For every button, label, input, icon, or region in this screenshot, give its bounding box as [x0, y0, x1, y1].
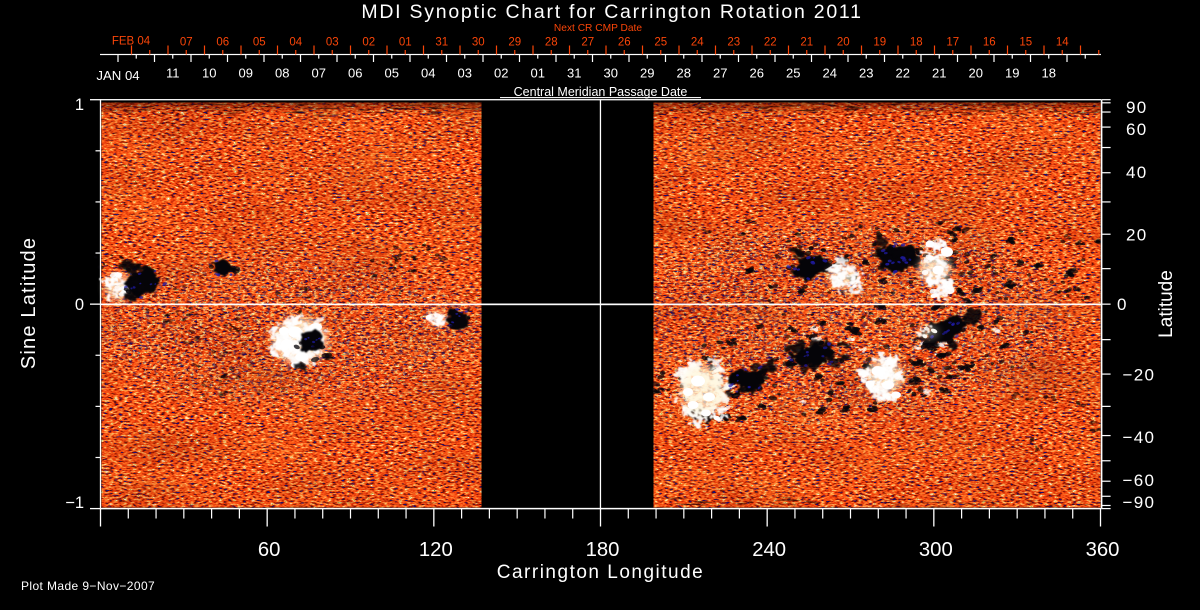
svg-text:10: 10: [202, 66, 216, 81]
svg-text:29: 29: [508, 37, 521, 49]
svg-text:06: 06: [216, 37, 229, 49]
svg-text:14: 14: [1056, 37, 1069, 49]
svg-text:02: 02: [494, 66, 508, 81]
svg-text:01: 01: [531, 66, 545, 81]
svg-text:25: 25: [654, 37, 667, 49]
svg-text:19: 19: [1005, 66, 1019, 81]
svg-text:25: 25: [786, 66, 800, 81]
svg-text:Plot Made 9−Nov−2007: Plot Made 9−Nov−2007: [21, 579, 155, 593]
svg-text:26: 26: [618, 37, 631, 49]
svg-text:07: 07: [180, 37, 193, 49]
svg-text:Carrington Longitude: Carrington Longitude: [497, 562, 704, 583]
svg-text:Sine Latitude: Sine Latitude: [18, 237, 40, 369]
svg-text:120: 120: [419, 539, 453, 561]
svg-text:360: 360: [1086, 539, 1120, 561]
svg-text:30: 30: [472, 37, 485, 49]
svg-text:01: 01: [399, 37, 412, 49]
svg-text:09: 09: [239, 66, 253, 81]
svg-text:29: 29: [640, 66, 654, 81]
svg-text:−20: −20: [1123, 366, 1156, 385]
svg-text:18: 18: [910, 37, 923, 49]
svg-text:60: 60: [258, 539, 281, 561]
svg-text:28: 28: [545, 37, 558, 49]
svg-text:MDI Synoptic Chart for Car: MDI Synoptic Chart for Carrington Rotati…: [361, 1, 862, 23]
svg-text:31: 31: [567, 66, 581, 81]
svg-text:04: 04: [421, 66, 435, 81]
svg-text:03: 03: [326, 37, 339, 49]
svg-text:05: 05: [385, 66, 399, 81]
svg-text:20: 20: [1126, 226, 1148, 245]
svg-text:−60: −60: [1123, 471, 1156, 490]
svg-text:16: 16: [983, 37, 996, 49]
svg-text:27: 27: [581, 37, 594, 49]
svg-text:26: 26: [750, 66, 764, 81]
svg-text:−90: −90: [1123, 493, 1156, 512]
svg-text:23: 23: [859, 66, 873, 81]
svg-text:Central Meridian Passage Date: Central Meridian Passage Date: [514, 85, 688, 99]
svg-text:06: 06: [348, 66, 362, 81]
svg-text:−40: −40: [1123, 428, 1156, 447]
svg-text:07: 07: [312, 66, 326, 81]
svg-text:24: 24: [823, 66, 837, 81]
svg-text:03: 03: [458, 66, 472, 81]
svg-text:0: 0: [75, 296, 84, 314]
svg-text:17: 17: [946, 37, 959, 49]
svg-text:30: 30: [604, 66, 618, 81]
svg-text:05: 05: [253, 37, 266, 49]
svg-text:18: 18: [1042, 66, 1056, 81]
svg-text:23: 23: [727, 37, 740, 49]
svg-text:21: 21: [932, 66, 946, 81]
svg-text:22: 22: [896, 66, 910, 81]
svg-text:11: 11: [166, 66, 180, 81]
svg-text:40: 40: [1126, 163, 1148, 182]
svg-text:22: 22: [764, 37, 777, 49]
svg-text:FEB 04: FEB 04: [112, 36, 151, 48]
svg-text:02: 02: [362, 37, 375, 49]
svg-text:Next CR CMP Date: Next CR CMP Date: [554, 23, 642, 34]
svg-text:24: 24: [691, 37, 704, 49]
svg-text:1: 1: [75, 96, 84, 114]
svg-text:27: 27: [713, 66, 727, 81]
svg-text:60: 60: [1126, 120, 1148, 139]
svg-text:90: 90: [1126, 98, 1148, 117]
svg-text:0: 0: [1117, 295, 1128, 314]
svg-text:28: 28: [677, 66, 691, 81]
svg-text:21: 21: [800, 37, 813, 49]
svg-text:04: 04: [289, 37, 302, 49]
svg-text:20: 20: [837, 37, 850, 49]
svg-text:31: 31: [435, 37, 448, 49]
svg-text:180: 180: [586, 539, 620, 561]
svg-text:20: 20: [969, 66, 983, 81]
svg-text:Latitude: Latitude: [1156, 270, 1177, 338]
svg-text:15: 15: [1019, 37, 1032, 49]
svg-text:240: 240: [752, 539, 786, 561]
svg-text:300: 300: [919, 539, 953, 561]
svg-text:JAN 04: JAN 04: [96, 68, 139, 83]
svg-text:08: 08: [275, 66, 289, 81]
svg-text:19: 19: [873, 37, 886, 49]
svg-text:−1: −1: [65, 494, 84, 512]
